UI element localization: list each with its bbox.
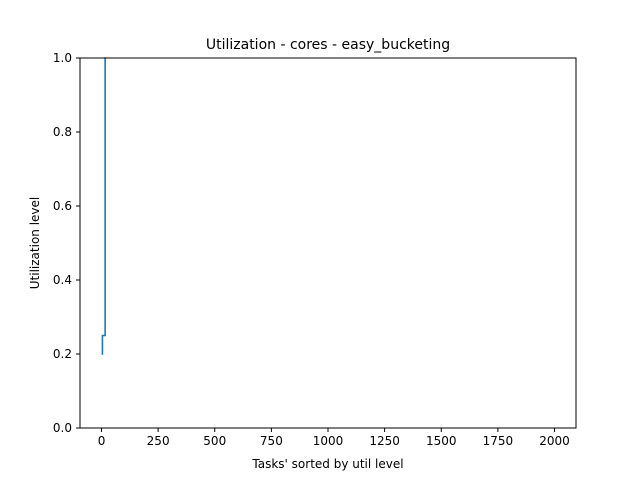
plot-area <box>80 58 576 428</box>
chart-title: Utilization - cores - easy_bucketing <box>206 37 450 53</box>
x-tick-label: 750 <box>260 434 283 448</box>
plot-frame <box>79 57 577 429</box>
x-tick-label: 1250 <box>369 434 400 448</box>
x-tick-label: 0 <box>98 434 106 448</box>
y-tick-label: 1.0 <box>53 51 72 65</box>
x-tick-label: 250 <box>147 434 170 448</box>
y-axis-label: Utilization level <box>28 197 42 289</box>
x-tick-label: 2000 <box>539 434 570 448</box>
x-tick-label: 500 <box>203 434 226 448</box>
y-tick-label: 0.4 <box>53 273 72 287</box>
y-tick-label: 0.8 <box>53 125 72 139</box>
x-tick-label: 1750 <box>483 434 514 448</box>
y-tick-label: 0.0 <box>53 421 72 435</box>
y-tick-label: 0.6 <box>53 199 72 213</box>
y-tick-label: 0.2 <box>53 347 72 361</box>
x-tick-label: 1000 <box>313 434 344 448</box>
tick-layer: 0 250 500 750 1000 1250 1500 1750 2000 0.0 0.2 0.4 0… <box>53 51 570 448</box>
x-tick-label: 1500 <box>426 434 457 448</box>
x-axis-label: Tasks' sorted by util level <box>251 457 403 471</box>
